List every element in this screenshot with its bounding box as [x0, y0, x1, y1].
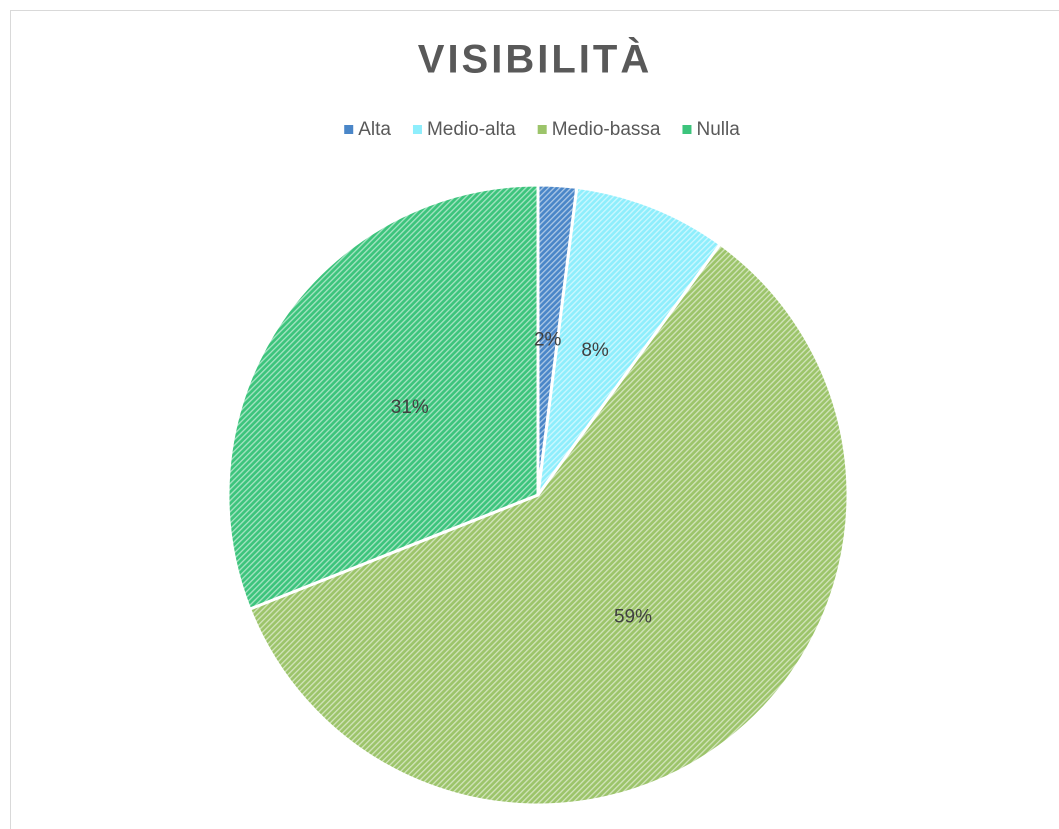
pie-slice: [536, 185, 723, 496]
pie-slice: [247, 242, 850, 807]
legend-marker: [682, 125, 692, 134]
legend-marker: [537, 125, 547, 134]
legend-label: Medio-alta: [427, 119, 516, 140]
legend-label: Nulla: [696, 119, 740, 140]
data-label: 59%: [614, 606, 652, 627]
data-label: 2%: [534, 329, 562, 350]
data-label: 31%: [391, 397, 429, 418]
data-label: 8%: [581, 340, 609, 361]
legend-label: Alta: [358, 119, 391, 140]
pie-slice: [226, 183, 540, 612]
legend-marker: [412, 125, 422, 134]
legend: Alta Medio-alta Medio-bassa Nulla: [344, 119, 740, 140]
legend-marker: [344, 125, 354, 134]
chart-title: VISIBILITÀ: [418, 37, 652, 82]
legend-label: Medio-bassa: [552, 119, 661, 140]
